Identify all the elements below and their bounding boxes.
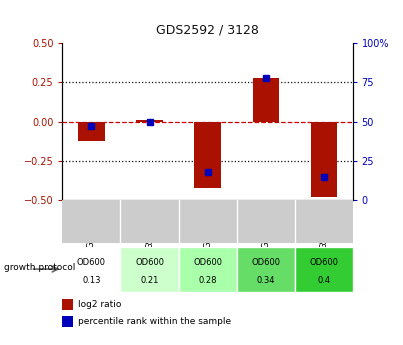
Bar <box>195 122 220 188</box>
Text: OD600: OD600 <box>135 258 164 267</box>
Text: 0.34: 0.34 <box>256 276 275 285</box>
Bar <box>79 122 104 141</box>
Bar <box>62 316 73 327</box>
Text: percentile rank within the sample: percentile rank within the sample <box>79 317 232 326</box>
Text: OD600: OD600 <box>251 258 280 267</box>
Text: 0.21: 0.21 <box>140 276 159 285</box>
Text: 0.4: 0.4 <box>317 276 330 285</box>
Text: GDS2592 / 3128: GDS2592 / 3128 <box>156 23 259 36</box>
Bar <box>253 78 278 122</box>
Text: growth protocol: growth protocol <box>4 263 75 272</box>
Bar <box>237 247 295 292</box>
Text: 0.28: 0.28 <box>198 276 217 285</box>
Text: OD600: OD600 <box>309 258 338 267</box>
Bar <box>137 120 162 122</box>
Text: OD600: OD600 <box>77 258 106 267</box>
Bar <box>120 247 179 292</box>
Text: 0.13: 0.13 <box>82 276 101 285</box>
Text: OD600: OD600 <box>193 258 222 267</box>
Text: log2 ratio: log2 ratio <box>79 300 122 309</box>
Bar <box>62 299 73 310</box>
Bar <box>179 247 237 292</box>
Bar <box>62 247 120 292</box>
Bar <box>311 122 337 197</box>
Bar <box>295 247 353 292</box>
